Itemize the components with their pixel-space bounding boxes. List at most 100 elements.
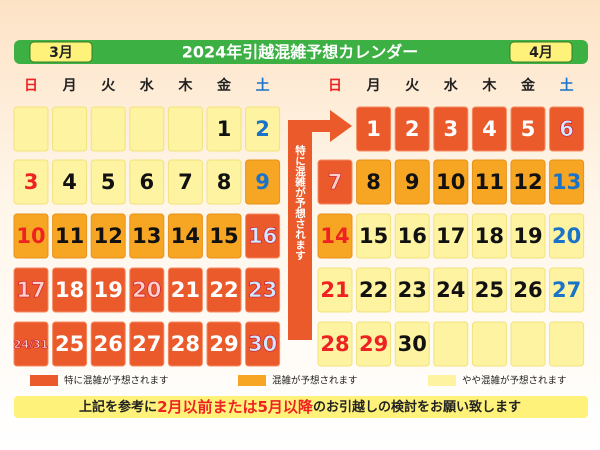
day-number: 20: [132, 278, 161, 302]
day-number: 16: [248, 224, 277, 248]
day-cell: [52, 267, 88, 313]
day-number: 9: [405, 170, 420, 194]
legend-swatch: [428, 375, 456, 386]
day-cell: [90, 213, 126, 259]
day-cell: [13, 213, 49, 259]
weekday-label: 金: [520, 77, 536, 94]
day-cell: [167, 213, 203, 259]
day-cell: [245, 321, 281, 367]
day-cell: [129, 267, 165, 313]
day-number: 15: [359, 224, 388, 248]
day-cell: [52, 106, 88, 152]
day-cell: [394, 159, 430, 205]
day-cell: [356, 159, 392, 205]
day-cell: [471, 321, 507, 367]
legend-label: やや混雑が予想されます: [462, 375, 567, 387]
day-cell: [52, 321, 88, 367]
day-number: 13: [132, 224, 161, 248]
day-cell: [245, 159, 281, 205]
day-number: 17: [16, 278, 45, 302]
day-cell: [206, 267, 242, 313]
day-cell: [356, 267, 392, 313]
day-cell: [317, 267, 353, 313]
weekday-label: 木: [481, 77, 497, 94]
day-number: 21: [320, 278, 349, 302]
weekday-label: 日: [24, 78, 38, 94]
day-cell: [356, 213, 392, 259]
day-cell: [433, 159, 469, 205]
footer-banner: [14, 396, 588, 418]
day-number: 22: [359, 278, 388, 302]
weekday-label: 木: [177, 77, 193, 94]
arrow: [288, 110, 352, 340]
day-cell: [52, 213, 88, 259]
day-number: 28: [171, 332, 200, 356]
weekday-label: 土: [560, 77, 574, 94]
day-number: 14: [171, 224, 200, 248]
day-cell: [471, 159, 507, 205]
footer-part: のお引越しの検討をお願い致します: [313, 399, 521, 415]
day-cell: [206, 159, 242, 205]
title-banner: [14, 40, 588, 64]
day-cell: [394, 106, 430, 152]
day-number: 12: [94, 224, 123, 248]
day-cell: [167, 106, 203, 152]
day-number: 6: [139, 170, 154, 194]
day-number: 27: [132, 332, 161, 356]
day-cell: [433, 213, 469, 259]
day-cell: [90, 321, 126, 367]
day-number: 28: [320, 332, 349, 356]
day-number: 11: [55, 224, 84, 248]
day-number: 14: [320, 224, 349, 248]
day-number: 15: [209, 224, 238, 248]
day-number: 25: [475, 278, 504, 302]
day-number: 21: [171, 278, 200, 302]
day-cell: [167, 321, 203, 367]
day-number: 17: [436, 224, 465, 248]
day-cell: [433, 321, 469, 367]
day-cell: [549, 159, 585, 205]
day-number: 26: [94, 332, 123, 356]
day-cell: [129, 213, 165, 259]
day-number: 3: [24, 170, 39, 194]
day-number: 22: [209, 278, 238, 302]
day-cell: [129, 321, 165, 367]
day-cell: [167, 159, 203, 205]
weekday-label: 火: [101, 78, 116, 94]
day-number: 4: [482, 117, 497, 141]
day-number: 1: [366, 117, 381, 141]
day-number: 23: [398, 278, 427, 302]
arrow-text: 特に混雑が予想されます: [294, 144, 306, 260]
day-cell: [129, 159, 165, 205]
day-cell: [317, 213, 353, 259]
legend-label: 混雑が予想されます: [272, 375, 358, 387]
day-cell: [433, 106, 469, 152]
day-number: 1: [217, 117, 232, 141]
day-number: 24/31: [14, 338, 49, 351]
day-number: 26: [513, 278, 542, 302]
day-number: 5: [521, 117, 536, 141]
day-cell: [549, 321, 585, 367]
weekday-label: 金: [216, 77, 232, 94]
weekday-label: 火: [405, 78, 420, 94]
legend-swatch: [238, 375, 266, 386]
month-badge: [29, 41, 93, 63]
day-number: 3: [443, 117, 458, 141]
day-cell: [510, 213, 546, 259]
day-number: 9: [255, 170, 270, 194]
day-cell: [510, 267, 546, 313]
footer-text: 上記を参考に2月以前または5月以降のお引越しの検討をお願い致します: [79, 398, 521, 416]
weekday-label: 水: [140, 77, 155, 94]
day-number: 23: [248, 278, 277, 302]
day-number: 30: [398, 332, 427, 356]
legend-label: 特に混雑が予想されます: [64, 375, 169, 387]
day-number: 25: [55, 332, 84, 356]
day-cell: [471, 267, 507, 313]
day-cell: [317, 159, 353, 205]
day-number: 16: [398, 224, 427, 248]
day-cell: [90, 267, 126, 313]
month-label: 4月: [529, 45, 553, 61]
day-number: 11: [475, 170, 504, 194]
day-cell: [356, 106, 392, 152]
weekday-label: 月: [62, 78, 77, 94]
